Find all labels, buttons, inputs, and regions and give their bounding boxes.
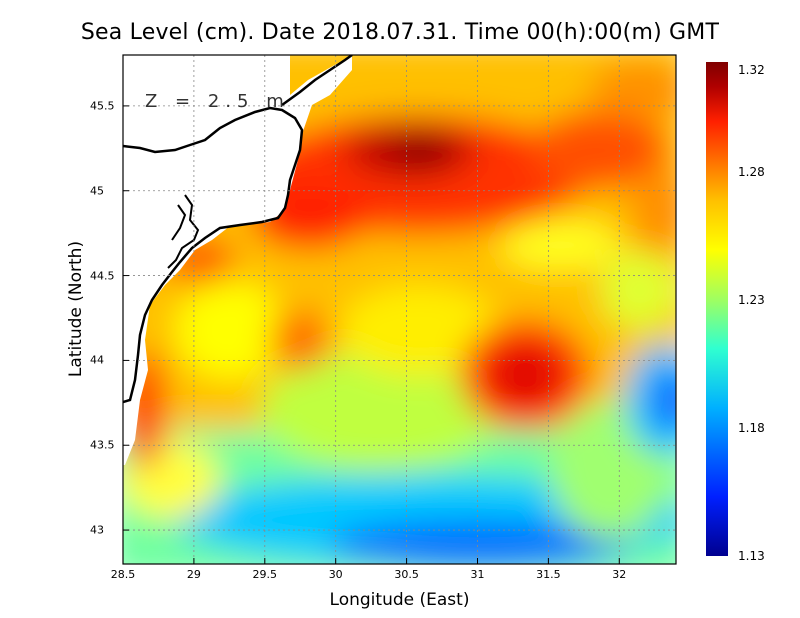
x-tick-label: 30.5 [394,568,419,581]
x-tick-label: 32 [612,568,627,581]
coastline [123,106,304,404]
colorbar-tick-label: 1.13 [738,549,765,563]
colorbar [706,62,728,556]
x-axis-label: Longitude (East) [329,590,470,610]
sea-level-field [123,55,676,564]
colorbar-tick-label: 1.28 [738,165,765,180]
x-tick-label: 30 [328,568,343,581]
x-tick-label: 28.5 [110,568,136,581]
y-tick-label: 45.5 [90,99,115,113]
land-mask [123,55,352,465]
y-tick-label: 44.5 [90,269,115,283]
x-tick-label: 29 [186,568,201,581]
plot-frame [122,54,677,565]
coastline-north [281,55,353,107]
tick-marks [122,105,620,564]
y-tick-label: 45 [90,184,104,198]
y-tick-label: 43 [90,523,104,537]
colorbar-tick-label: 1.18 [738,421,765,436]
y-axis-label: Latitude (North) [66,240,86,378]
y-tick-label: 44 [90,353,104,367]
coastline-lagoon-2 [171,204,187,241]
y-tick-label: 43.5 [90,438,115,452]
x-tick-label: 31 [470,568,485,581]
plot-title: Sea Level (cm). Date 2018.07.31. Time 00… [80,20,720,45]
colorbar-tick-label: 1.23 [738,293,765,308]
coastline-lagoon [167,194,200,269]
colorbar-tick-label: 1.32 [738,63,765,77]
x-tick-label: 31.5 [536,568,561,581]
depth-label: Z = 2.5 m [145,91,290,112]
grid [123,55,676,564]
x-tick-label: 29.5 [252,568,278,581]
